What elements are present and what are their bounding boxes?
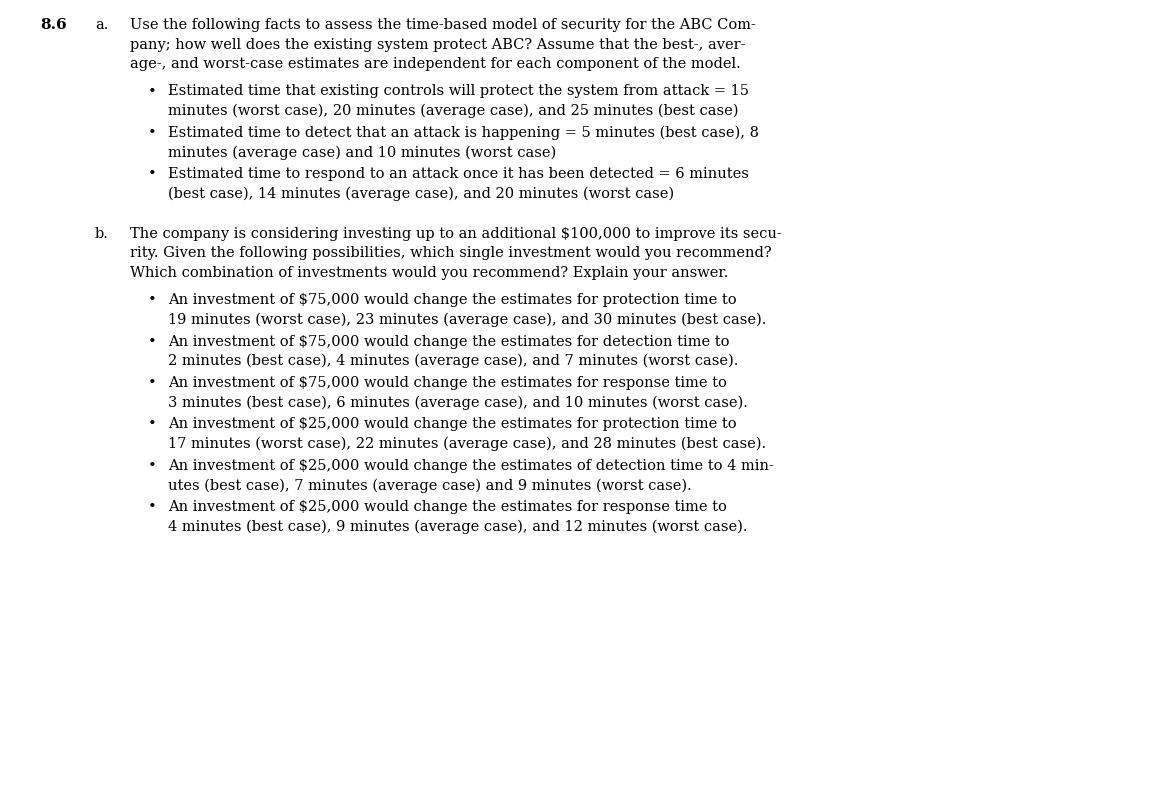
Text: •: • bbox=[148, 126, 157, 140]
Text: Estimated time that existing controls will protect the system from attack = 15: Estimated time that existing controls wi… bbox=[168, 84, 748, 99]
Text: pany; how well does the existing system protect ABC? Assume that the best-, aver: pany; how well does the existing system … bbox=[130, 37, 745, 52]
Text: •: • bbox=[148, 334, 157, 349]
Text: b.: b. bbox=[95, 227, 109, 240]
Text: 3 minutes (best case), 6 minutes (average case), and 10 minutes (worst case).: 3 minutes (best case), 6 minutes (averag… bbox=[168, 396, 748, 410]
Text: Which combination of investments would you recommend? Explain your answer.: Which combination of investments would y… bbox=[130, 266, 729, 279]
Text: a.: a. bbox=[95, 18, 108, 32]
Text: The company is considering investing up to an additional $100,000 to improve its: The company is considering investing up … bbox=[130, 227, 782, 240]
Text: rity. Given the following possibilities, which single investment would you recom: rity. Given the following possibilities,… bbox=[130, 246, 772, 260]
Text: minutes (worst case), 20 minutes (average case), and 25 minutes (best case): minutes (worst case), 20 minutes (averag… bbox=[168, 104, 738, 119]
Text: minutes (average case) and 10 minutes (worst case): minutes (average case) and 10 minutes (w… bbox=[168, 146, 556, 160]
Text: age-, and worst-case estimates are independent for each component of the model.: age-, and worst-case estimates are indep… bbox=[130, 57, 740, 71]
Text: Estimated time to respond to an attack once it has been detected = 6 minutes: Estimated time to respond to an attack o… bbox=[168, 167, 748, 181]
Text: 4 minutes (best case), 9 minutes (average case), and 12 minutes (worst case).: 4 minutes (best case), 9 minutes (averag… bbox=[168, 520, 747, 534]
Text: An investment of $75,000 would change the estimates for protection time to: An investment of $75,000 would change th… bbox=[168, 293, 737, 307]
Text: •: • bbox=[148, 376, 157, 390]
Text: An investment of $75,000 would change the estimates for response time to: An investment of $75,000 would change th… bbox=[168, 376, 726, 390]
Text: 17 minutes (worst case), 22 minutes (average case), and 28 minutes (best case).: 17 minutes (worst case), 22 minutes (ave… bbox=[168, 437, 766, 451]
Text: •: • bbox=[148, 84, 157, 99]
Text: 2 minutes (best case), 4 minutes (average case), and 7 minutes (worst case).: 2 minutes (best case), 4 minutes (averag… bbox=[168, 354, 738, 369]
Text: (best case), 14 minutes (average case), and 20 minutes (worst case): (best case), 14 minutes (average case), … bbox=[168, 187, 674, 201]
Text: An investment of $25,000 would change the estimates for protection time to: An investment of $25,000 would change th… bbox=[168, 417, 737, 431]
Text: An investment of $75,000 would change the estimates for detection time to: An investment of $75,000 would change th… bbox=[168, 334, 730, 349]
Text: •: • bbox=[148, 417, 157, 431]
Text: 8.6: 8.6 bbox=[40, 18, 66, 32]
Text: Estimated time to detect that an attack is happening = 5 minutes (best case), 8: Estimated time to detect that an attack … bbox=[168, 126, 759, 140]
Text: •: • bbox=[148, 167, 157, 181]
Text: •: • bbox=[148, 458, 157, 473]
Text: An investment of $25,000 would change the estimates of detection time to 4 min-: An investment of $25,000 would change th… bbox=[168, 458, 774, 473]
Text: Use the following facts to assess the time-based model of security for the ABC C: Use the following facts to assess the ti… bbox=[130, 18, 755, 32]
Text: 19 minutes (worst case), 23 minutes (average case), and 30 minutes (best case).: 19 minutes (worst case), 23 minutes (ave… bbox=[168, 313, 766, 327]
Text: An investment of $25,000 would change the estimates for response time to: An investment of $25,000 would change th… bbox=[168, 500, 726, 514]
Text: •: • bbox=[148, 293, 157, 307]
Text: utes (best case), 7 minutes (average case) and 9 minutes (worst case).: utes (best case), 7 minutes (average cas… bbox=[168, 478, 691, 493]
Text: •: • bbox=[148, 500, 157, 514]
